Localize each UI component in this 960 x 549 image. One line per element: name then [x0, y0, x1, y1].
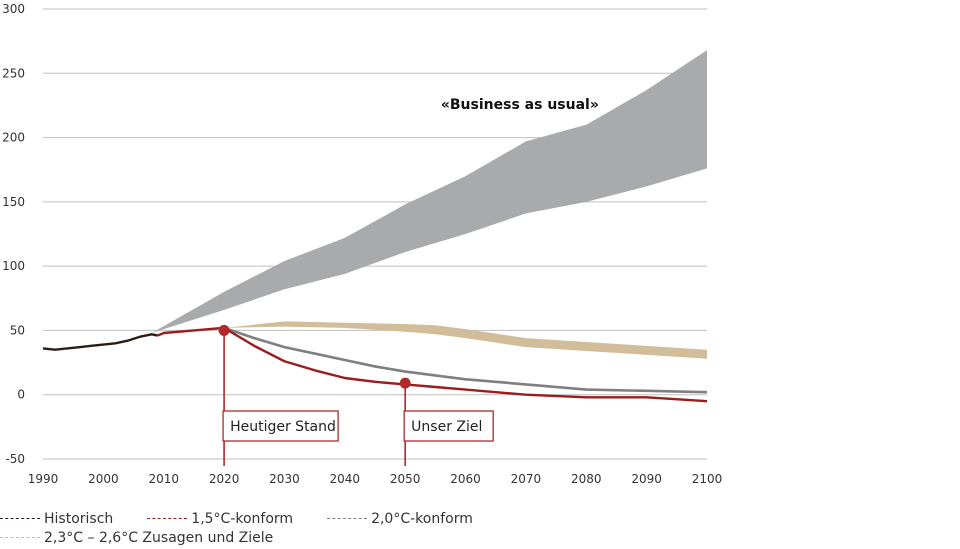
legend-item-1-5-grad: 1,5°C-konform: [147, 511, 293, 527]
callout-box-unser-ziel: [403, 410, 494, 442]
scenario-lines: [42, 326, 708, 403]
legend-row-1: Historisch 1,5°C-konform 2,0°C-konform: [0, 509, 507, 528]
marker-dot-heutiger-stand: [218, 324, 230, 336]
gridlines: [43, 8, 707, 460]
business-as-usual-label: «Business as usual»: [441, 97, 599, 113]
x-tick-label-2070: 2070: [511, 472, 542, 486]
legend-swatch-2-0-grad: [327, 518, 368, 519]
y-tick-label-300: 300: [2, 2, 25, 16]
callout-box-heutiger-stand: [222, 410, 339, 442]
y-axis-ticks: -50 0 50 100 150 200 250 300: [2, 2, 25, 466]
scenario-bands: [151, 50, 707, 359]
marker-dot-unser-ziel: [399, 377, 411, 389]
x-tick-label-2060: 2060: [450, 472, 481, 486]
x-tick-label-2050: 2050: [390, 472, 421, 486]
legend-label-2-3-grad: 2,3°C – 2,6°C Zusagen und Ziele: [44, 529, 274, 546]
band-business-as-usual: [151, 50, 707, 334]
legend-swatch-1-5-grad: [147, 518, 188, 519]
legend-swatch-2-3-grad: [0, 537, 40, 538]
legend-label-2-0-grad: 2,0°C-konform: [371, 510, 473, 527]
annotation-markers: Heutiger Stand Unser Ziel: [218, 324, 494, 466]
x-axis-ticks: 1990 2000 2010 2020 2030 2040 2050 2060 2070 2080…: [28, 472, 723, 486]
band-2-3-2-6-grad: [224, 321, 707, 359]
legend-swatch-historisch: [0, 518, 40, 519]
x-tick-label-2080: 2080: [571, 472, 602, 486]
legend: Historisch 1,5°C-konform 2,0°C-konform 2…: [0, 509, 507, 547]
legend-label-1-5-grad: 1,5°C-konform: [191, 510, 294, 527]
y-tick-label--50: -50: [5, 452, 25, 466]
legend-item-2-0-grad: 2,0°C-konform: [327, 511, 473, 527]
x-tick-label-2100: 2100: [692, 472, 723, 486]
line-2-0-grad-konform: [223, 326, 708, 394]
legend-item-2-3-grad: 2,3°C – 2,6°C Zusagen und Ziele: [0, 530, 273, 546]
callout-label-heutiger-stand: Heutiger Stand: [230, 419, 336, 435]
line-historisch: [42, 333, 158, 351]
x-tick-label-1990: 1990: [28, 472, 59, 486]
x-tick-label-2030: 2030: [269, 472, 300, 486]
x-tick-label-2010: 2010: [148, 472, 179, 486]
x-tick-label-2090: 2090: [631, 472, 662, 486]
line-1-5-grad-konform: [157, 326, 708, 403]
x-tick-label-2000: 2000: [88, 472, 119, 486]
y-tick-label-200: 200: [2, 131, 25, 145]
legend-item-historisch: Historisch: [0, 511, 113, 527]
y-tick-label-0: 0: [17, 388, 25, 402]
x-tick-label-2020: 2020: [209, 472, 240, 486]
y-tick-label-250: 250: [2, 66, 25, 80]
y-tick-label-100: 100: [2, 259, 25, 273]
x-tick-label-2040: 2040: [330, 472, 361, 486]
y-tick-label-150: 150: [2, 195, 25, 209]
callout-label-unser-ziel: Unser Ziel: [411, 419, 482, 435]
legend-row-2: 2,3°C – 2,6°C Zusagen und Ziele: [0, 528, 507, 547]
emissions-chart: -50 0 50 100 150 200 250 300 1990 2000 2010 2020 20…: [2, 2, 723, 486]
legend-label-historisch: Historisch: [44, 510, 114, 527]
y-tick-label-50: 50: [10, 323, 25, 337]
